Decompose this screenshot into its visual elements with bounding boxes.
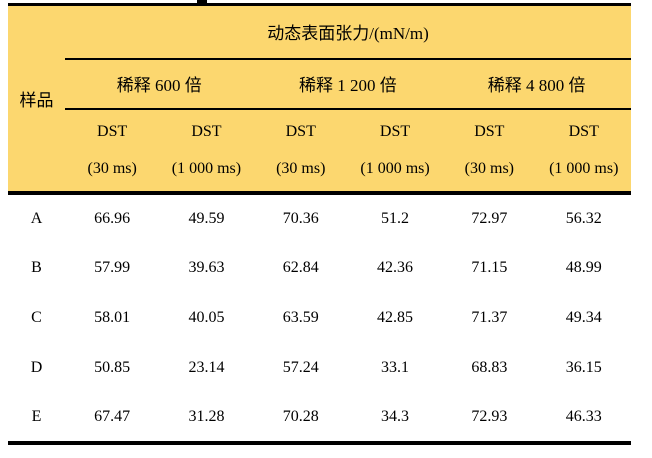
dst-value: 62.84	[282, 258, 319, 276]
dst-label: DST	[97, 123, 128, 140]
column-header-dst-1000ms-1: DST (1 000 ms)	[159, 108, 254, 195]
dst-value: 50.85	[94, 358, 131, 376]
dst-value: 42.85	[377, 308, 414, 326]
dst-value: 33.1	[381, 358, 410, 376]
dst-time-label: (30 ms)	[87, 160, 137, 177]
column-header-sample: 样品	[8, 4, 65, 195]
dst-value: 70.36	[282, 209, 319, 227]
dst-label: DST	[285, 123, 316, 140]
dst-value: 72.97	[471, 209, 508, 227]
dst-value: 46.33	[565, 407, 602, 425]
dst-value: 71.37	[471, 308, 508, 326]
column-header-dst-1000ms-2: DST (1 000 ms)	[347, 108, 443, 195]
dst-value: 31.28	[188, 407, 225, 425]
group-header-dilution-1200: 稀释 1 200 倍	[253, 58, 443, 110]
dst-value: 58.01	[94, 308, 131, 326]
dst-value: 49.34	[565, 308, 602, 326]
sample-label: E	[31, 407, 42, 425]
table-row-sample-d: D 50.85 23.14 57.24 33.1 68.83 36.15	[8, 343, 631, 393]
sample-label: B	[31, 258, 42, 276]
dst-value: 63.59	[282, 308, 319, 326]
dst-time-label: (1 000 ms)	[360, 160, 430, 177]
dst-time-label: (1 000 ms)	[549, 160, 619, 177]
dst-value: 49.59	[188, 209, 225, 227]
group-header-dilution-600: 稀释 600 倍	[65, 58, 254, 110]
table-row-sample-b: B 57.99 39.63 62.84 42.36 71.15 48.99	[8, 243, 631, 293]
dynamic-surface-tension-table: 样品 动态表面张力/(mN/m) 稀释 600 倍 稀释 1 200 倍 稀释 …	[8, 3, 631, 445]
dst-value: 48.99	[565, 258, 602, 276]
dst-label: DST	[568, 123, 599, 140]
dst-value: 40.05	[188, 308, 225, 326]
dst-label: DST	[474, 123, 505, 140]
dst-value: 57.24	[282, 358, 319, 376]
table-row-sample-c: C 58.01 40.05 63.59 42.85 71.37 49.34	[8, 293, 631, 343]
dst-value: 67.47	[94, 407, 131, 425]
column-header-dst-1000ms-3: DST (1 000 ms)	[536, 108, 631, 195]
dst-value: 39.63	[188, 258, 225, 276]
dst-value: 72.93	[471, 407, 508, 425]
table-row-sample-a: A 66.96 49.59 70.36 51.2 72.97 56.32	[8, 193, 631, 243]
dst-value: 36.15	[565, 358, 602, 376]
dst-value: 57.99	[94, 258, 131, 276]
dst-value: 66.96	[94, 209, 131, 227]
header-row-title: 样品 动态表面张力/(mN/m)	[8, 4, 631, 195]
header-row-dilution-groups: 稀释 600 倍 稀释 1 200 倍 稀释 4 800 倍	[8, 58, 631, 110]
crop-artifact-mark	[197, 0, 207, 4]
dst-label: DST	[379, 123, 411, 140]
table-header: 样品 动态表面张力/(mN/m) 稀释 600 倍 稀释 1 200 倍 稀释 …	[8, 4, 631, 195]
header-row-dst-subcolumns: DST (30 ms) DST (1 000 ms) DST (30 ms) D…	[8, 108, 631, 195]
dst-time-label: (30 ms)	[276, 160, 326, 177]
dst-label: DST	[191, 123, 222, 140]
dst-value: 51.2	[381, 209, 410, 227]
group-header-dilution-4800: 稀释 4 800 倍	[442, 58, 631, 110]
column-header-dst-30ms-1: DST (30 ms)	[65, 108, 160, 195]
dst-value: 68.83	[471, 358, 508, 376]
sample-label: D	[30, 358, 43, 376]
table-row-sample-e: E 67.47 31.28 70.28 34.3 72.93 46.33	[8, 393, 631, 443]
table-body: A 66.96 49.59 70.36 51.2 72.97 56.32 B 5…	[8, 193, 631, 443]
dst-time-label: (1 000 ms)	[171, 160, 242, 177]
dst-value: 42.36	[377, 258, 414, 276]
sample-label: C	[31, 308, 42, 326]
dst-value: 56.32	[565, 209, 602, 227]
dst-value: 34.3	[381, 407, 410, 425]
sample-label: A	[30, 209, 43, 227]
column-header-dst-30ms-3: DST (30 ms)	[442, 108, 537, 195]
table-title: 动态表面张力/(mN/m)	[65, 4, 631, 60]
dst-time-label: (30 ms)	[464, 160, 514, 177]
dst-value: 70.28	[282, 407, 319, 425]
dst-value: 23.14	[188, 358, 225, 376]
dst-value: 71.15	[471, 258, 508, 276]
column-header-dst-30ms-2: DST (30 ms)	[253, 108, 348, 195]
